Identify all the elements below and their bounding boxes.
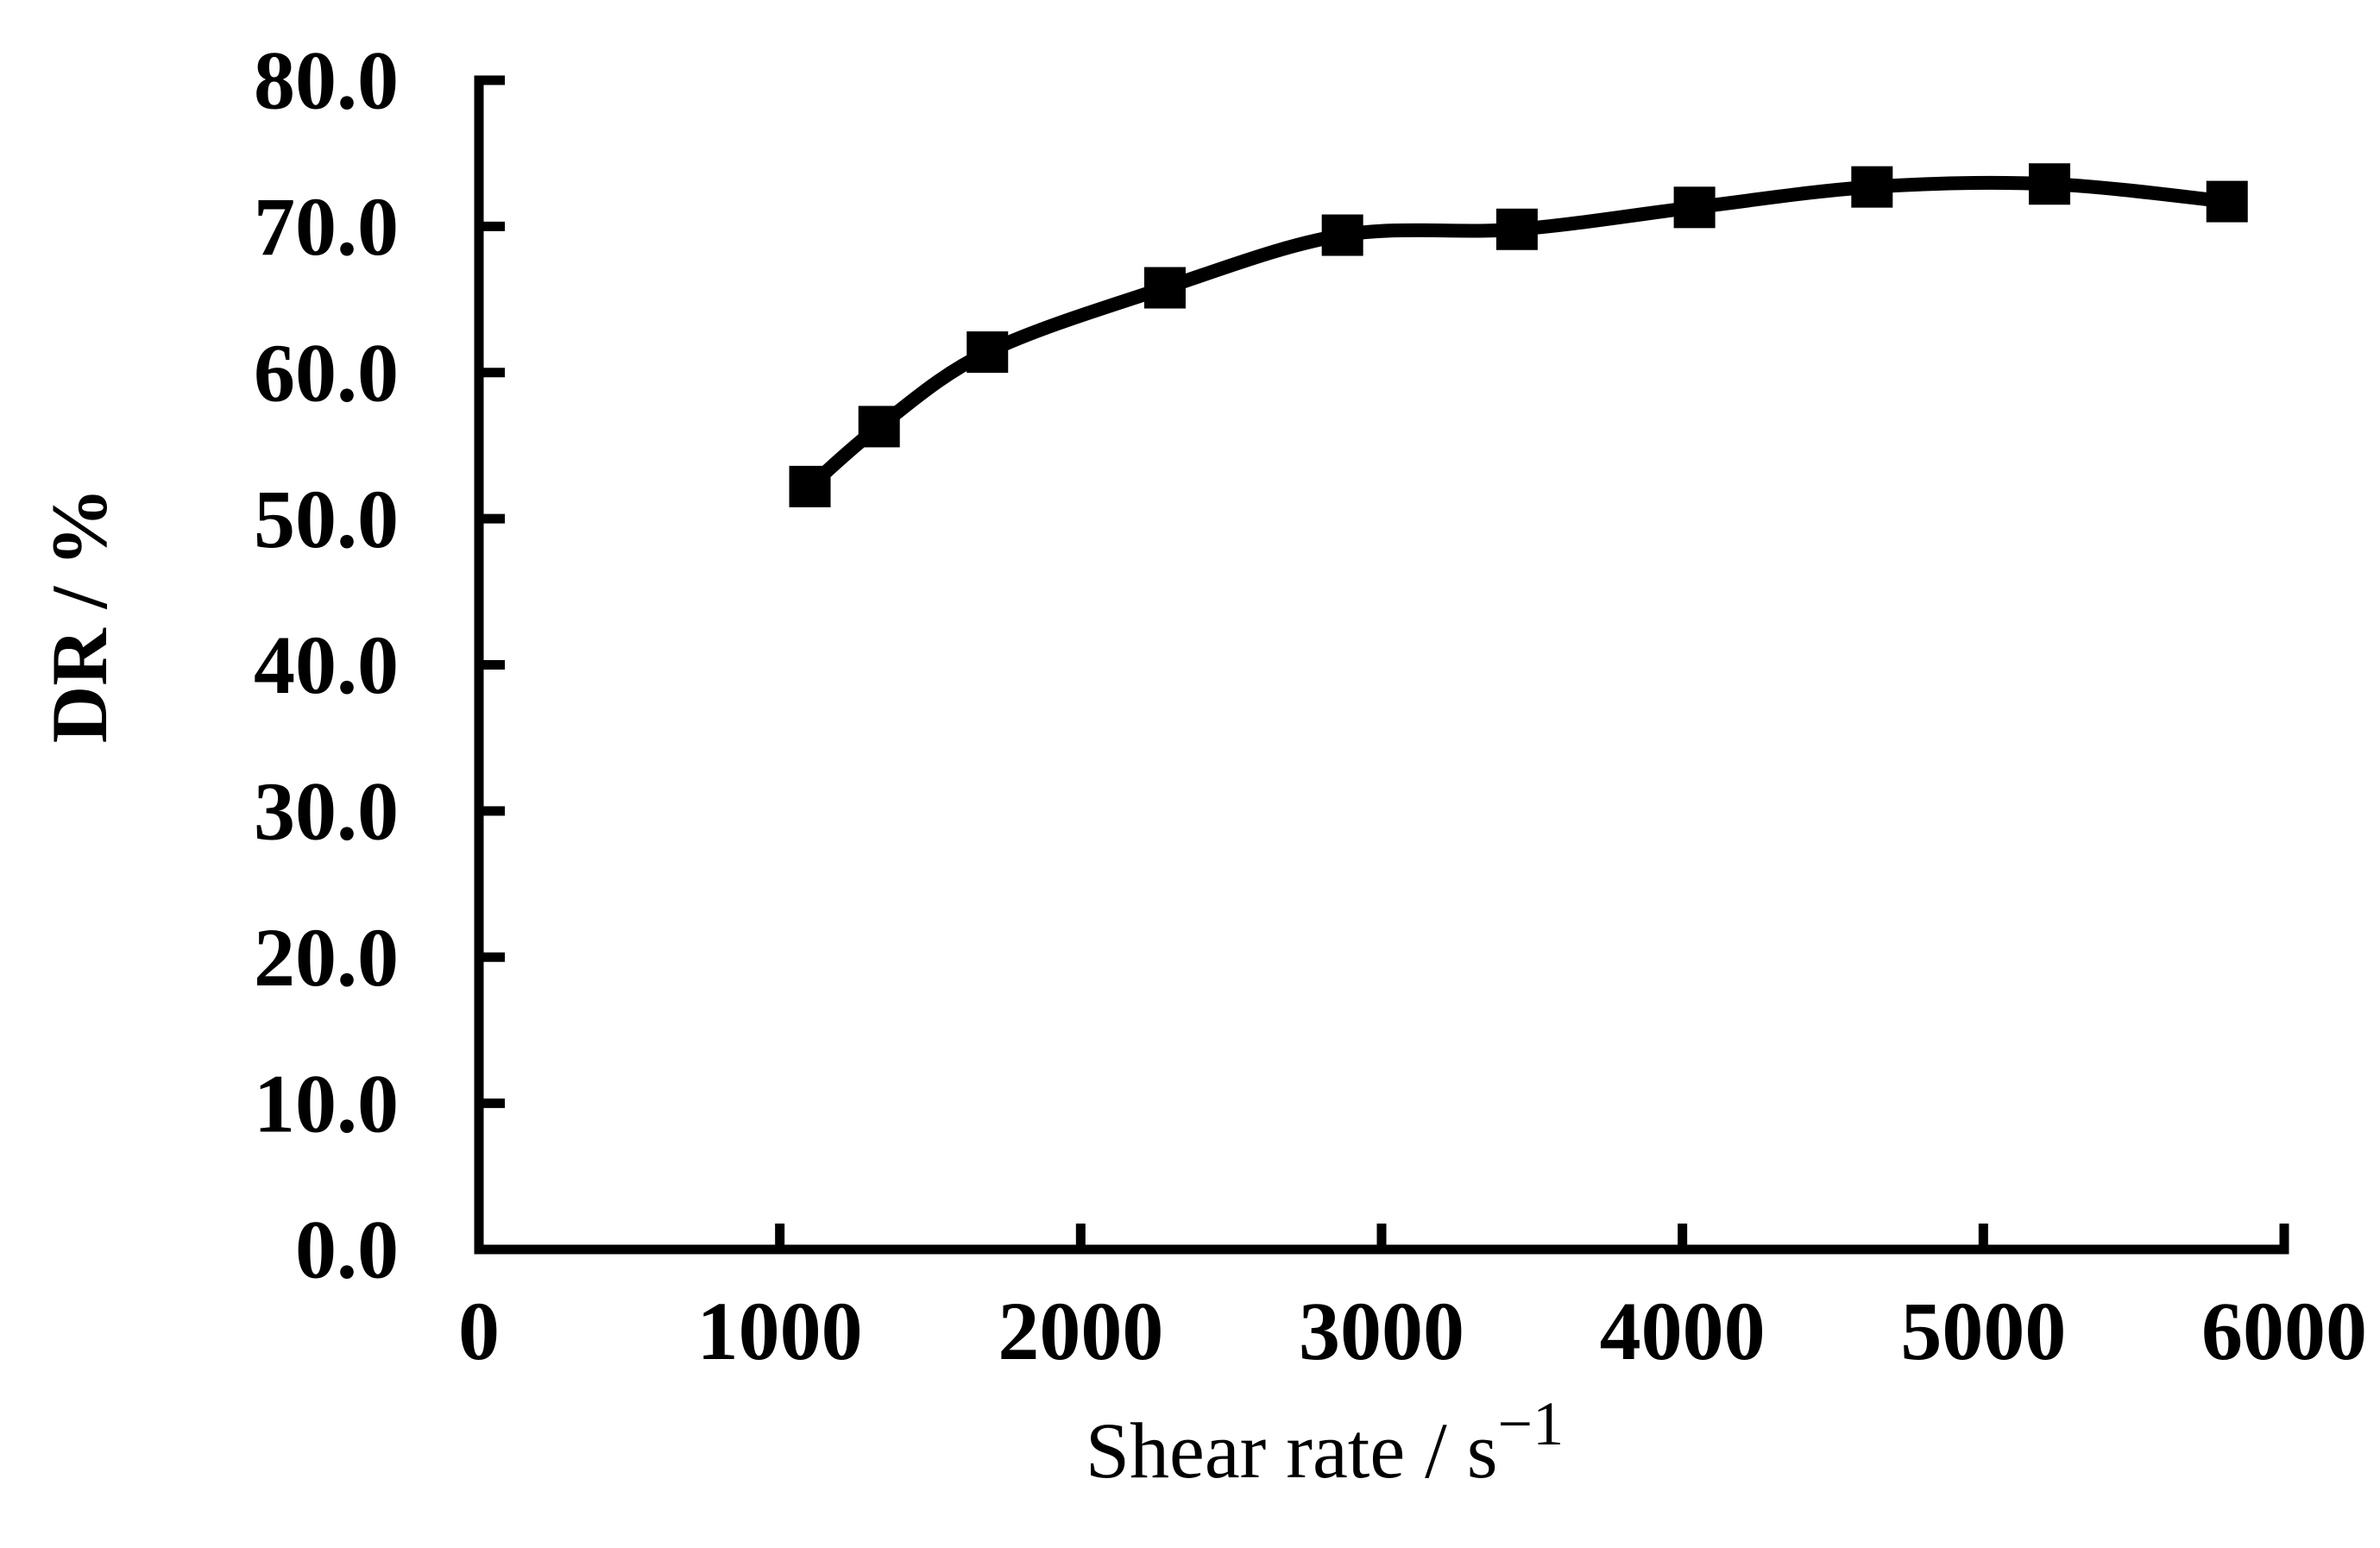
y-tick-label: 60.0 (254, 326, 399, 418)
y-tick-label: 20.0 (254, 911, 399, 1004)
data-point-marker (1495, 208, 1538, 250)
x-tick-label: 4000 (1600, 1285, 1766, 1377)
y-tick-label: 80.0 (254, 35, 399, 127)
data-point-marker (2029, 163, 2071, 205)
x-axis-title-superscript: −1 (1498, 1389, 1565, 1458)
data-point-marker (1673, 186, 1716, 229)
x-tick-label: 0 (458, 1285, 500, 1377)
x-tick-label: 3000 (1299, 1285, 1464, 1377)
y-tick-label: 10.0 (254, 1057, 399, 1149)
data-point-marker (966, 331, 1009, 374)
y-axis-title: DR / % (35, 488, 123, 743)
series-group (789, 163, 2248, 507)
y-tick-label: 50.0 (254, 473, 399, 565)
x-tick-label: 2000 (998, 1285, 1163, 1377)
x-tick-label: 6000 (2201, 1285, 2367, 1377)
data-point-marker (1321, 214, 1363, 256)
data-point-marker (1851, 166, 1893, 208)
y-tick-label: 40.0 (254, 619, 399, 711)
data-point-marker (1143, 267, 1186, 309)
x-axis-title: Shear rate / s−1 (1086, 1389, 1564, 1495)
data-point-marker (789, 465, 831, 507)
y-tick-label: 30.0 (254, 765, 399, 858)
axes-group: 0.0 10.0 20.0 30.0 40.0 50.0 60.0 70.0 80.0 0 1000… (254, 35, 2367, 1377)
x-axis-title-text: Shear rate / s (1086, 1406, 1498, 1495)
series-line (803, 175, 2234, 494)
x-tick-label: 1000 (697, 1285, 863, 1377)
x-tick-label: 5000 (1900, 1285, 2066, 1377)
data-point-marker (858, 406, 900, 448)
y-tick-label: 70.0 (254, 180, 399, 273)
y-tick-label: 0.0 (295, 1204, 399, 1296)
data-point-marker (2206, 180, 2248, 223)
